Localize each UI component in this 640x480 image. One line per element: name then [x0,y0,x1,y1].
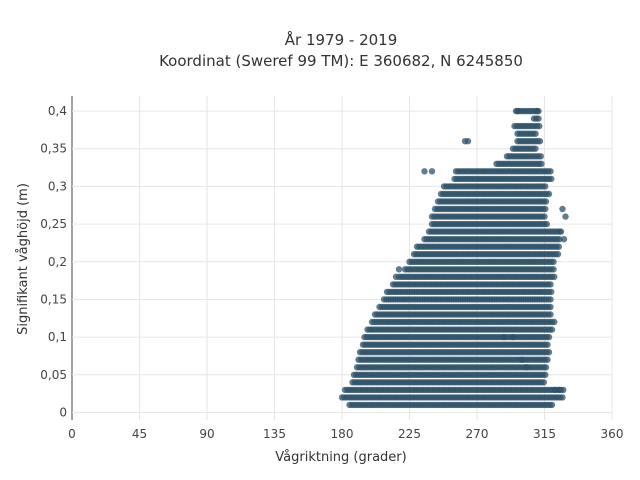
x-tick-label: 270 [466,427,489,441]
data-point [547,303,554,311]
data-point [559,205,566,213]
data-point [536,122,543,130]
data-point [514,107,521,115]
y-tick-label: 0 [59,405,67,419]
data-point [551,386,559,394]
data-point [464,138,472,145]
data-point [544,341,551,348]
data-point [542,371,549,378]
data-point [547,311,554,318]
data-point [518,356,526,363]
data-point [562,213,569,220]
data-point [538,160,545,167]
x-tick-label: 0 [68,427,76,441]
data-point [556,386,563,394]
data-point [535,115,542,122]
y-tick-label: 0,25 [40,217,67,231]
data-point [550,266,557,273]
data-point [542,198,550,205]
x-tick-label: 45 [132,427,147,441]
x-tick-label: 360 [601,427,624,441]
data-point [536,138,544,145]
data-point [548,401,556,409]
y-axis-title: Signifikant våghöjd (m) [16,183,31,335]
data-point [545,333,553,341]
data-point [542,183,549,190]
data-point [560,236,568,243]
data-point [421,168,428,175]
data-point [556,236,563,243]
data-point [555,243,562,250]
data-point [559,394,566,401]
data-point [509,333,517,341]
x-tick-label: 315 [533,427,556,441]
chart-title-line1: År 1979 - 2019 [285,30,398,49]
y-tick-label: 0,05 [40,368,67,382]
data-point [392,273,400,280]
y-tick-labels: 0 0,05 0,1 0,15 0,2 0,25 0,3 0,35 0,4 [40,104,67,419]
x-axis-title: Vågriktning (grader) [275,450,406,465]
data-point [532,130,539,137]
data-point [523,364,530,371]
data-point [544,356,551,363]
y-tick-label: 0,2 [48,255,67,269]
x-tick-label: 90 [199,427,214,441]
data-point [428,168,436,175]
y-tick-label: 0,4 [48,104,67,118]
data-point [551,273,558,280]
data-point [395,266,403,273]
data-point [545,190,553,198]
y-tick-label: 0,15 [40,292,67,306]
data-point [537,153,544,160]
data-point [548,288,555,296]
y-tick-label: 0,3 [48,179,67,193]
data-points [338,107,569,409]
data-point [550,258,557,265]
data-point [548,326,556,333]
data-point [541,213,548,220]
x-tick-labels: 0 45 90 135 180 225 270 315 360 [68,427,623,441]
data-point [542,205,549,213]
data-point [547,296,554,303]
data-point [557,228,565,235]
x-tick-label: 180 [331,427,354,441]
data-point [551,318,558,326]
data-point [554,251,562,258]
chart-title-line2: Koordinat (Sweref 99 TM): E 360682, N 62… [159,52,523,70]
x-tick-label: 225 [398,427,421,441]
y-tick-label: 0,1 [48,330,67,344]
data-point [542,364,550,371]
data-point [500,333,508,341]
data-point [547,281,554,288]
data-point [540,379,547,386]
data-point [545,349,553,356]
data-point [533,107,541,115]
data-point [543,220,550,228]
data-point [548,175,555,183]
x-tick-label: 135 [263,427,286,441]
y-tick-label: 0,35 [40,142,67,156]
data-point [547,168,554,175]
data-point [532,145,539,152]
